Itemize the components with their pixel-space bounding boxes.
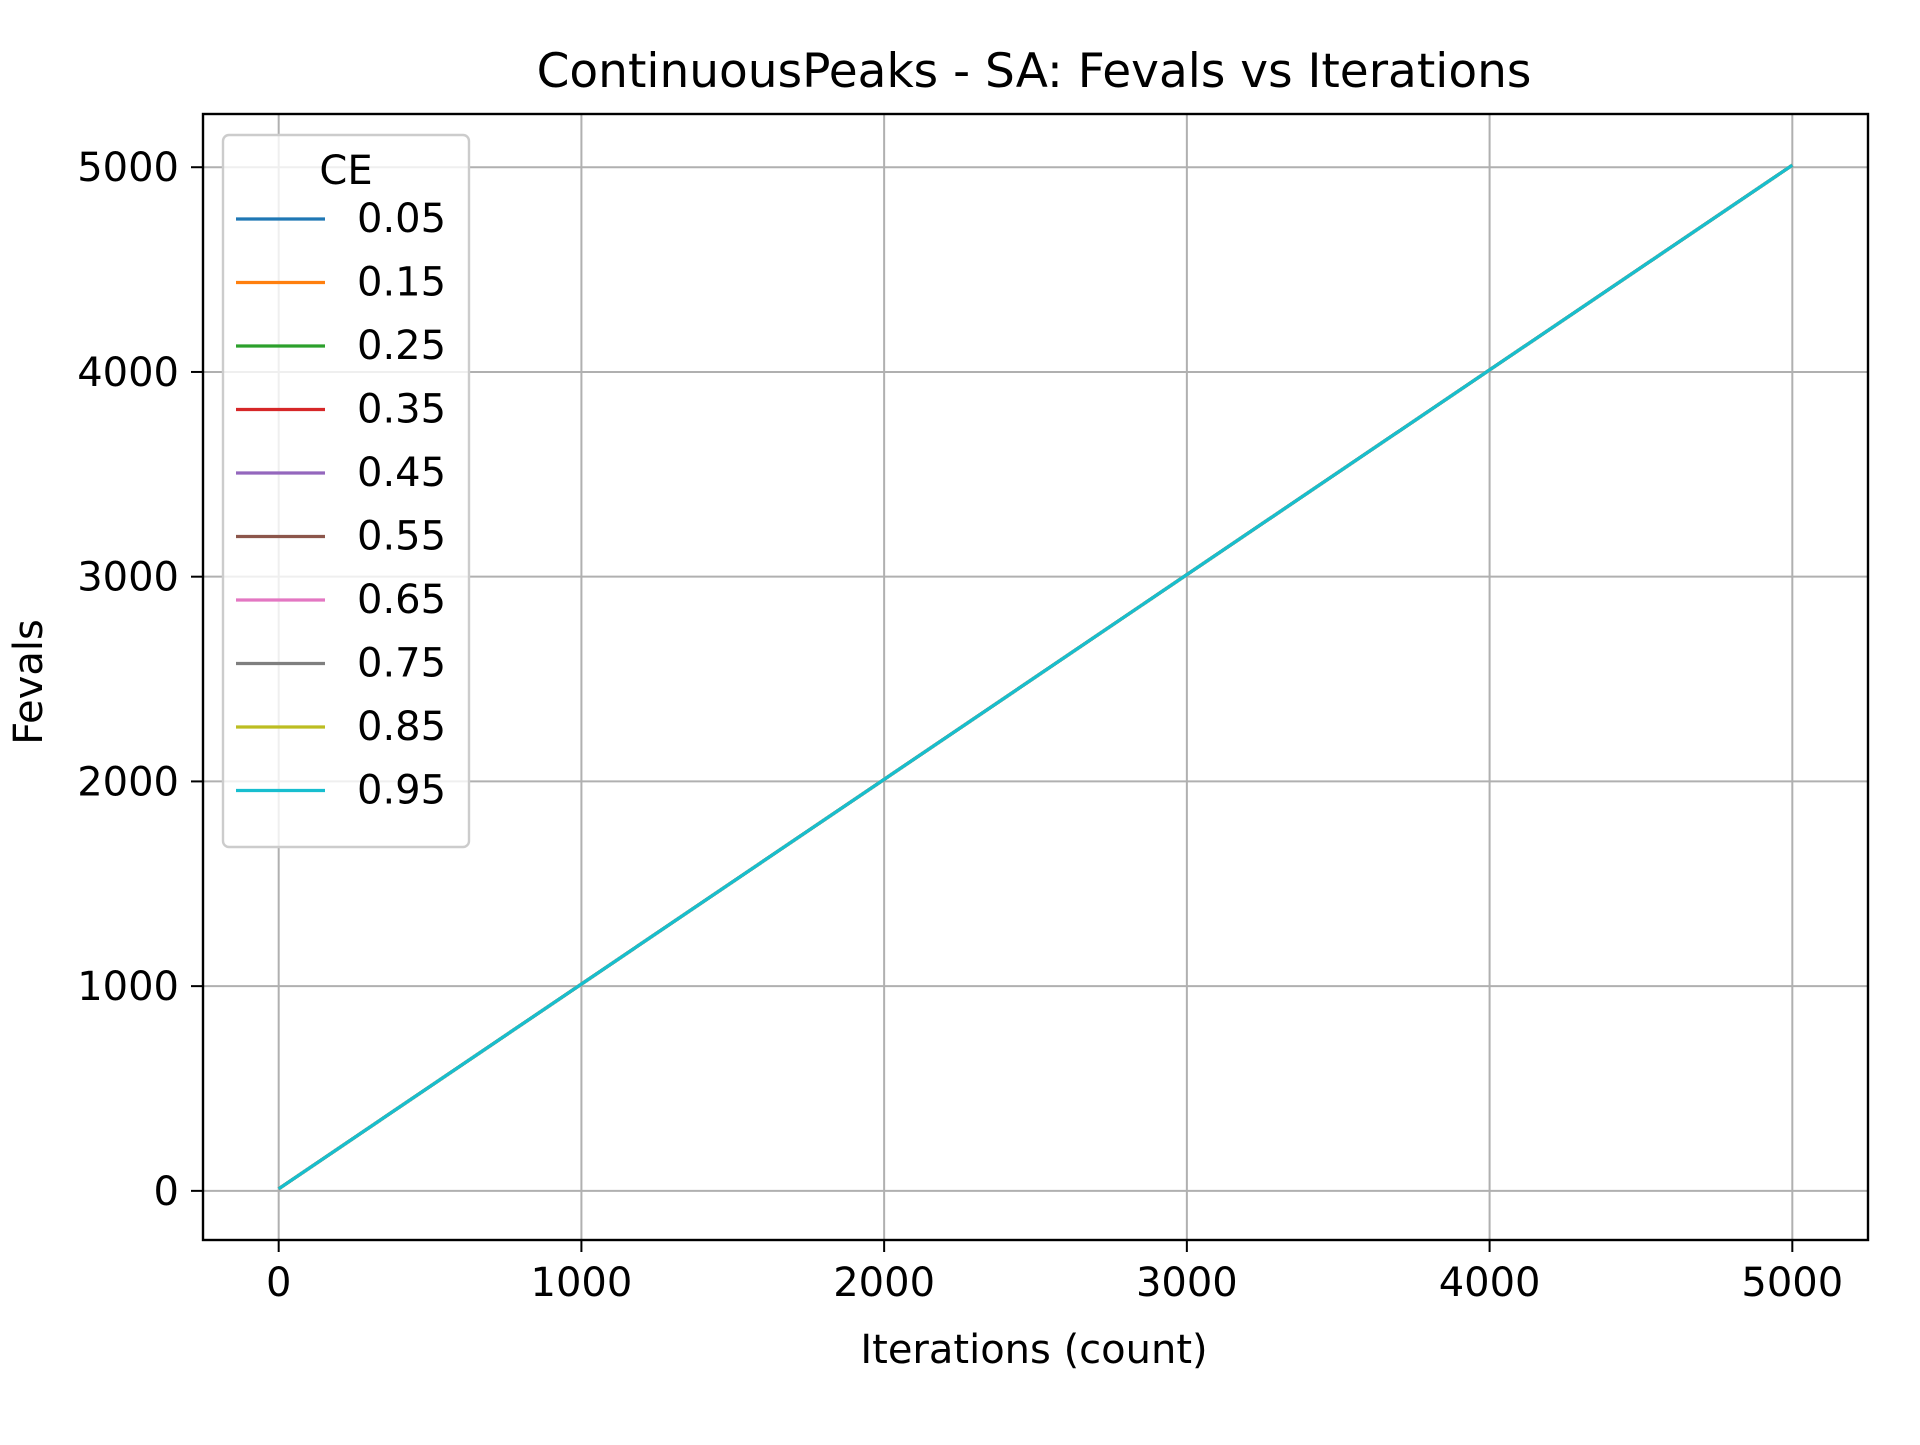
plot-frame	[201, 112, 1870, 1242]
x-tick-label: 2000	[833, 1260, 935, 1306]
legend-entry: 0.35	[236, 387, 446, 433]
x-axis-ticks: 0 1000 2000 3000 4000 5000	[266, 1240, 1843, 1306]
grid-lines	[203, 114, 1868, 1240]
y-tick-label: 2000	[77, 759, 179, 805]
y-tick-label: 5000	[77, 145, 179, 191]
legend-entry: 0.75	[236, 641, 446, 687]
legend-entry: 0.05	[236, 196, 446, 242]
legend-label: 0.95	[357, 768, 446, 814]
legend: CE 0.050.150.250.350.450.550.650.750.850…	[221, 133, 471, 849]
legend-entry: 0.55	[236, 514, 446, 560]
x-tick-label: 3000	[1136, 1260, 1238, 1306]
legend-label: 0.85	[357, 704, 446, 750]
y-tick-label: 0	[154, 1169, 179, 1215]
legend-entry: 0.15	[236, 260, 446, 306]
legend-entry: 0.45	[236, 450, 446, 496]
chart-title: ContinuousPeaks - SA: Fevals vs Iteratio…	[537, 44, 1532, 99]
legend-entry: 0.65	[236, 577, 446, 623]
legend-label: 0.45	[357, 450, 446, 496]
series-lines	[277, 163, 1794, 1191]
x-axis-label: Iterations (count)	[860, 1327, 1207, 1373]
legend-label: 0.75	[357, 641, 446, 687]
x-tick-label: 5000	[1741, 1260, 1843, 1306]
legend-entry: 0.85	[236, 704, 446, 750]
x-tick-label: 4000	[1439, 1260, 1541, 1306]
legend-entry: 0.95	[236, 768, 446, 814]
x-tick-label: 1000	[531, 1260, 633, 1306]
x-tick-label: 0	[266, 1260, 291, 1306]
legend-label: 0.55	[357, 514, 446, 560]
legend-entry: 0.25	[236, 323, 446, 369]
legend-label: 0.25	[357, 323, 446, 369]
legend-label: 0.35	[357, 387, 446, 433]
y-axis-ticks: 0 1000 2000 3000 4000 5000	[77, 145, 203, 1215]
legend-title: CE	[319, 148, 372, 194]
legend-label: 0.15	[357, 260, 446, 306]
legend-entries: 0.05 0.15 0.25 0.35 0.45 0.55 0.65 0.75 0.85 0.95	[236, 196, 446, 814]
legend-label: 0.65	[357, 577, 446, 623]
legend-box	[221, 133, 471, 849]
y-tick-label: 3000	[77, 555, 179, 601]
series-line-0.95	[277, 163, 1794, 1191]
y-tick-label: 4000	[77, 350, 179, 396]
y-tick-label: 1000	[77, 964, 179, 1010]
legend-label: 0.05	[357, 196, 446, 242]
y-axis-label: Fevals	[6, 619, 52, 745]
